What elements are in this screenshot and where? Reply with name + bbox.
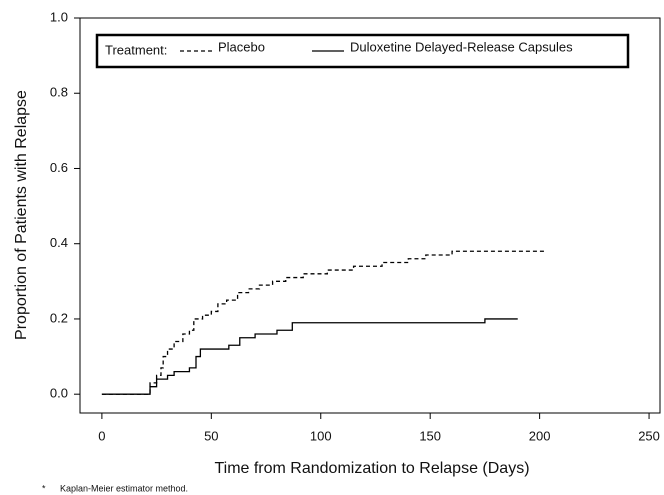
x-axis-label: Time from Randomization to Relapse (Days…: [214, 460, 529, 477]
series-line: [101, 318, 518, 395]
legend-box: [95, 33, 630, 69]
legend-label: Placebo: [218, 39, 265, 54]
y-tick-label: 0.8: [50, 85, 68, 100]
footnote-marker: *: [42, 483, 46, 493]
footnote: Kaplan-Meier estimator method.: [60, 483, 188, 493]
y-tick-label: 0.0: [50, 386, 68, 401]
legend-label: Duloxetine Delayed-Release Capsules: [350, 39, 573, 54]
legend-title: Treatment:: [105, 42, 167, 57]
x-tick-label: 200: [529, 428, 551, 443]
plot-frame: [79, 17, 661, 414]
y-tick-label: 0.2: [50, 310, 68, 325]
y-tick-label: 0.6: [50, 160, 68, 175]
x-tick-label: 100: [310, 428, 332, 443]
x-tick-label: 50: [204, 428, 218, 443]
x-tick-label: 0: [98, 428, 105, 443]
y-tick-label: 1.0: [50, 9, 68, 24]
y-axis-label: Proportion of Patients with Relapse: [13, 90, 30, 340]
x-tick-label: 150: [419, 428, 441, 443]
y-tick-label: 0.4: [50, 235, 68, 250]
x-tick-label: 250: [638, 428, 660, 443]
